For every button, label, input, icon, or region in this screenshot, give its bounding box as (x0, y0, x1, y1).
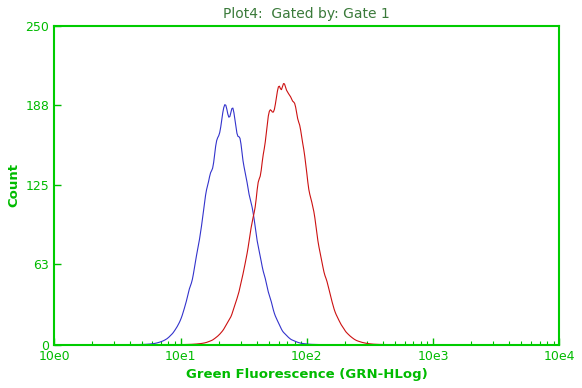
Y-axis label: Count: Count (7, 163, 20, 208)
Title: Plot4:  Gated by: Gate 1: Plot4: Gated by: Gate 1 (223, 7, 390, 21)
X-axis label: Green Fluorescence (GRN-HLog): Green Fluorescence (GRN-HLog) (186, 368, 428, 381)
